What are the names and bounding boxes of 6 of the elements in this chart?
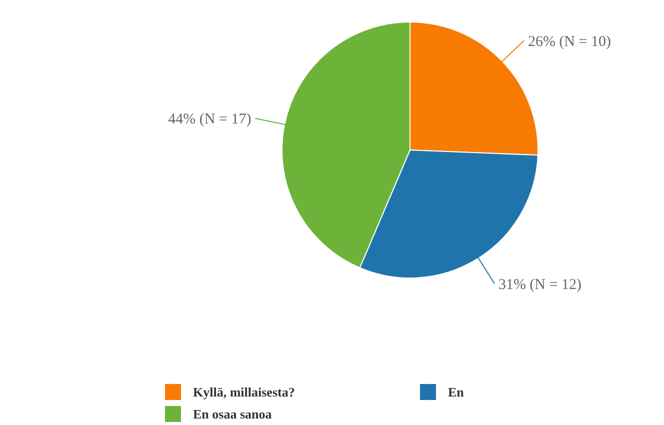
data-label: 44% (N = 17) xyxy=(168,112,252,128)
legend-label: Kyllä, millaisesta? xyxy=(193,384,295,400)
data-label: 31% (N = 12) xyxy=(498,276,582,293)
legend-label: En osaa sanoa xyxy=(193,406,272,422)
data-label: 26% (N = 10) xyxy=(528,34,611,50)
legend-label: En xyxy=(448,384,465,400)
